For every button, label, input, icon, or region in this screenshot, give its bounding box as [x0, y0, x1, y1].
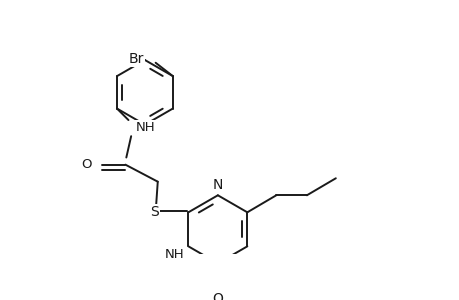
- Text: O: O: [81, 158, 91, 171]
- Text: Br: Br: [129, 52, 144, 66]
- Text: N: N: [212, 178, 223, 192]
- Text: NH: NH: [165, 248, 185, 261]
- Text: S: S: [150, 205, 158, 219]
- Text: O: O: [212, 292, 223, 300]
- Text: NH: NH: [135, 121, 155, 134]
